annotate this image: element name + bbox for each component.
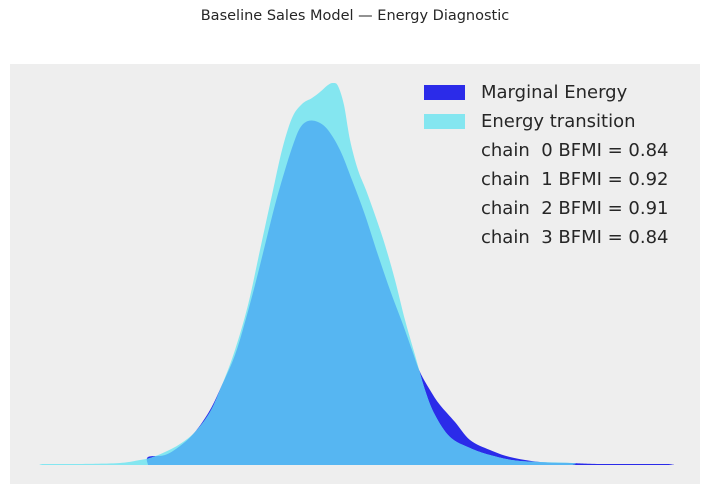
legend: Marginal Energy Energy transition chain … [424, 78, 669, 252]
overlap-area [146, 120, 576, 465]
legend-item-energy-transition: Energy transition [424, 107, 669, 136]
marginal-energy-swatch [424, 85, 465, 100]
legend-label: Marginal Energy [481, 82, 628, 103]
bfmi-label: chain 2 BFMI = 0.91 [481, 198, 669, 219]
bfmi-label: chain 1 BFMI = 0.92 [481, 169, 669, 190]
energy-transition-swatch [424, 114, 465, 129]
bfmi-label: chain 0 BFMI = 0.84 [481, 140, 669, 161]
legend-bfmi-chain-1: chain 1 BFMI = 0.92 [424, 165, 669, 194]
bfmi-label: chain 3 BFMI = 0.84 [481, 227, 669, 248]
legend-bfmi-chain-2: chain 2 BFMI = 0.91 [424, 194, 669, 223]
legend-bfmi-chain-3: chain 3 BFMI = 0.84 [424, 223, 669, 252]
legend-label: Energy transition [481, 111, 636, 132]
chart-title: Baseline Sales Model — Energy Diagnostic [200, 8, 510, 24]
legend-bfmi-chain-0: chain 0 BFMI = 0.84 [424, 136, 669, 165]
legend-item-marginal-energy: Marginal Energy [424, 78, 669, 107]
